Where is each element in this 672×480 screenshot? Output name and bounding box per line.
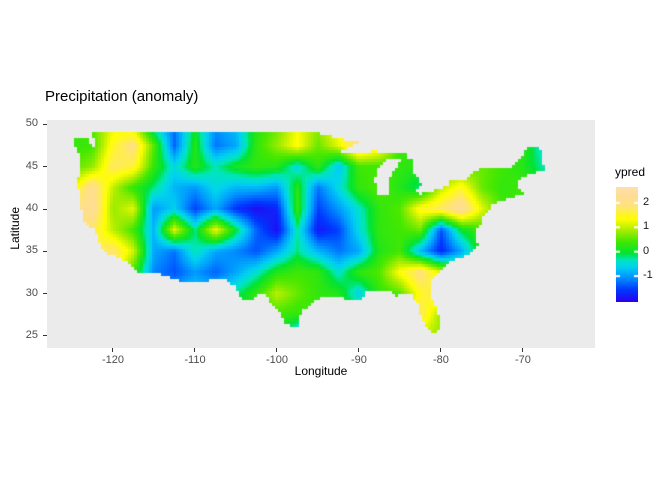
x-tick-label: -70 [514, 354, 531, 366]
plot-panel [47, 120, 595, 348]
y-tick-label: 40 [25, 202, 38, 215]
y-tick-mark [43, 123, 47, 125]
y-tick-mark [43, 250, 47, 252]
x-tick-label: -100 [265, 354, 288, 366]
legend-tick-label: -1 [643, 269, 653, 282]
x-tick-label: -110 [184, 354, 206, 366]
x-tick-mark [440, 348, 442, 352]
y-tick-mark [43, 335, 47, 337]
plot-title: Precipitation (anomaly) [45, 88, 199, 105]
us-precipitation-heatmap [47, 120, 595, 348]
legend-tick-label: 1 [643, 220, 650, 233]
y-tick-mark [43, 208, 47, 210]
y-tick-label: 25 [25, 328, 38, 341]
x-tick-label: -80 [432, 354, 449, 366]
legend-title: ypred [615, 165, 646, 179]
y-tick-label: 30 [25, 286, 38, 299]
y-tick-label: 35 [25, 244, 38, 257]
y-tick-label: 50 [25, 117, 38, 130]
legend-tick-label: 0 [643, 244, 650, 257]
y-tick-label: 45 [25, 159, 38, 172]
x-tick-mark [276, 348, 278, 352]
x-axis-title: Longitude [294, 364, 348, 378]
x-tick-mark [112, 348, 114, 352]
y-tick-mark [43, 293, 47, 295]
x-tick-label: -120 [101, 354, 124, 366]
x-tick-mark [194, 348, 196, 352]
legend-tick-label: 2 [643, 195, 650, 208]
y-tick-mark [43, 166, 47, 168]
legend-gradient-bar [616, 187, 638, 302]
x-tick-mark [522, 348, 524, 352]
x-tick-mark [358, 348, 360, 352]
x-tick-label: -90 [351, 354, 367, 366]
